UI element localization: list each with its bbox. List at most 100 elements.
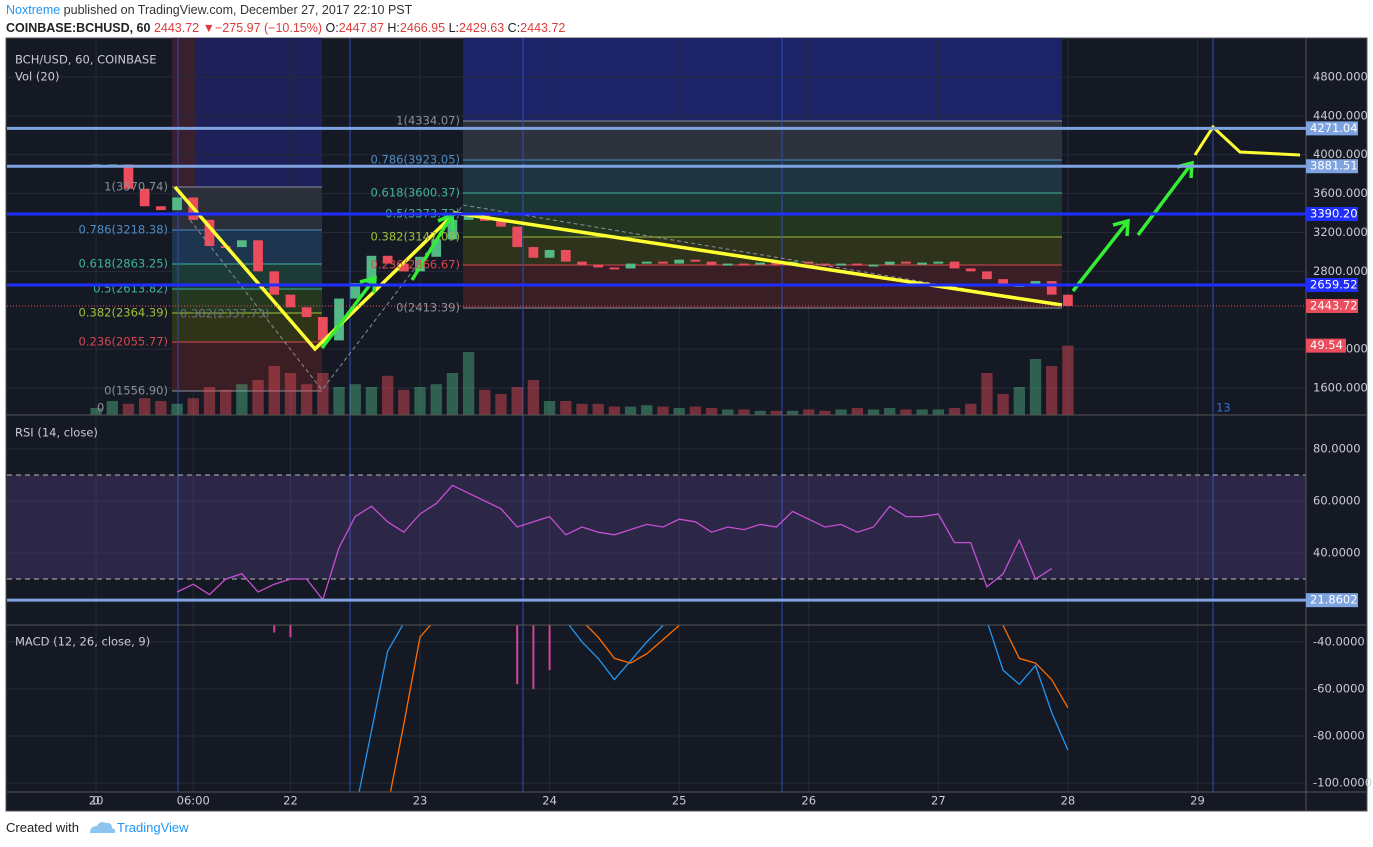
fib-label: 0.382(2364.39)	[79, 306, 168, 320]
volume-bar	[284, 373, 297, 415]
volume-bar	[641, 405, 653, 415]
annotation: 0.382(2337.73)	[180, 307, 269, 321]
brand[interactable]: TradingView	[116, 820, 189, 835]
axis-label-bg	[1306, 159, 1358, 174]
volume-bar	[122, 403, 135, 415]
axis-label-bg	[1306, 121, 1358, 136]
annotation: 0	[97, 401, 104, 415]
macd-pane	[273, 625, 1069, 792]
y-tick-label: 1600.000	[1313, 380, 1368, 394]
candle	[949, 261, 960, 269]
volume-bar	[560, 401, 572, 415]
fib-box	[172, 38, 322, 187]
candle	[641, 261, 652, 264]
candle	[901, 261, 911, 264]
symbol: COINBASE:BCHUSD, 60	[6, 21, 151, 35]
candle	[204, 219, 215, 247]
candle	[884, 261, 895, 265]
volume-bar	[171, 403, 183, 415]
histogram-bar	[273, 625, 276, 633]
arrow	[1136, 161, 1194, 237]
green-arrows	[320, 160, 1194, 350]
series-line	[358, 625, 1069, 792]
trend-dashed	[189, 204, 1063, 391]
candle	[366, 255, 377, 284]
volume-bar	[317, 373, 329, 415]
x-tick-label: 22	[283, 794, 298, 808]
axis-label-bg	[1306, 593, 1358, 608]
fib-label: 0.786(3218.38)	[79, 223, 168, 237]
histogram-bar	[516, 625, 519, 685]
x-tick-label: 29	[1190, 794, 1205, 808]
y-tick-label: 4800.000	[1313, 69, 1368, 83]
y-tick-label: 4400.000	[1313, 108, 1368, 122]
fib-label: 0.786(3923.05)	[371, 153, 460, 167]
candle	[544, 249, 555, 258]
volume-bar	[1029, 359, 1042, 415]
volume-bar	[106, 401, 118, 415]
volume-bar	[965, 403, 977, 415]
volume-bar	[236, 384, 248, 415]
candle	[739, 263, 749, 266]
candle	[253, 240, 263, 272]
candle	[965, 268, 976, 272]
rsi-pane	[7, 474, 1306, 602]
volume-bar	[333, 387, 345, 415]
volume-bar	[543, 401, 556, 415]
price-level-label: 2659.52	[1310, 278, 1358, 292]
volume-bar	[219, 389, 232, 415]
volume-bar	[203, 387, 216, 415]
fib-box	[463, 38, 1062, 121]
series-line	[389, 625, 1069, 792]
volume-bar	[398, 389, 410, 415]
x-tick-label: 28	[1061, 794, 1076, 808]
axis-label-bg	[1306, 278, 1358, 293]
volume-bar	[624, 406, 637, 415]
candle	[836, 263, 847, 266]
volume-bar	[754, 410, 766, 415]
fib-label: 1(3570.74)	[104, 180, 168, 194]
candle	[139, 188, 150, 207]
macd-title: MACD (12, 26, close, 9)	[15, 635, 150, 649]
candle	[690, 259, 701, 262]
volume-bar	[479, 389, 491, 415]
volume-bar	[608, 406, 621, 415]
volume-bar	[786, 410, 799, 415]
candle	[156, 206, 166, 211]
x-tick-label: 26	[801, 794, 816, 808]
x-tick-label: 20	[89, 794, 104, 808]
fib-label: 0.618(2863.25)	[79, 257, 168, 271]
fib-label: 1(4334.07)	[396, 114, 460, 128]
volume-bar	[349, 384, 361, 415]
arrow	[1071, 219, 1130, 293]
volume-bar	[1062, 345, 1074, 415]
volume-bar	[430, 384, 442, 415]
fib-band	[172, 342, 322, 391]
last-volume-label: 49.54	[1310, 338, 1343, 352]
arrow-head	[1112, 218, 1130, 237]
candle	[852, 263, 863, 266]
candle	[706, 261, 717, 265]
ohlc-value: 2443.72	[520, 21, 566, 35]
volume-bar	[495, 394, 507, 415]
histogram-bar	[289, 625, 292, 638]
candle	[868, 264, 879, 267]
fib-label: 0.236(2866.67)	[371, 258, 460, 272]
candle	[755, 262, 766, 265]
fib-label: 0.236(2055.77)	[79, 335, 168, 349]
candle	[431, 239, 442, 257]
volume-bar	[90, 408, 102, 415]
volume-bar	[187, 398, 199, 415]
x-tick-label: 0	[92, 794, 99, 808]
y-tick-label: -80.0000	[1313, 729, 1365, 743]
author[interactable]: Noxtreme	[6, 3, 61, 17]
x-tick-label: 27	[931, 794, 946, 808]
x-tick-label: 24	[542, 794, 557, 808]
fib-band	[172, 230, 322, 264]
volume-bar	[1013, 387, 1025, 415]
candle	[933, 261, 944, 264]
fib-band	[463, 214, 1062, 237]
price-level-label: 3390.20	[1310, 206, 1358, 220]
volume-bar	[835, 409, 847, 415]
